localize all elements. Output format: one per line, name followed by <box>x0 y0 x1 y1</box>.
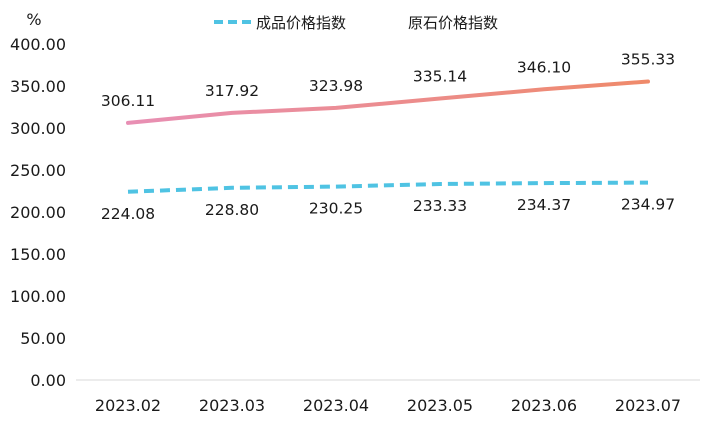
data-label: 346.10 <box>517 58 571 76</box>
y-tick-label: 400.00 <box>10 35 66 54</box>
y-tick-label: 350.00 <box>10 77 66 96</box>
x-tick-label: 2023.02 <box>95 396 161 415</box>
data-label: 228.80 <box>205 201 259 219</box>
y-tick-label: 200.00 <box>10 203 66 222</box>
y-tick-label: 150.00 <box>10 245 66 264</box>
y-tick-label: 50.00 <box>20 329 66 348</box>
y-axis: 0.00 50.00 100.00 150.00 200.00 250.00 300.00 3… <box>10 35 66 390</box>
data-label: 233.33 <box>413 197 467 215</box>
x-tick-label: 2023.05 <box>407 396 473 415</box>
series-line-1 <box>127 180 649 194</box>
y-tick-label: 100.00 <box>10 287 66 306</box>
x-tick-label: 2023.03 <box>199 396 265 415</box>
y-tick-label: 300.00 <box>10 119 66 138</box>
y-tick-label: 0.00 <box>30 371 66 390</box>
plot-area: 224.08 228.80 230.25 233.33 234.37 234.97 306.… <box>101 51 675 223</box>
data-label: 234.37 <box>517 196 571 214</box>
legend: 成品价格指数 原石价格指数 <box>214 14 498 32</box>
data-label: 317.92 <box>205 82 259 100</box>
data-label: 224.08 <box>101 205 155 223</box>
x-tick-label: 2023.07 <box>615 396 681 415</box>
x-axis: 2023.02 2023.03 2023.04 2023.05 2023.06 2023.… <box>95 396 681 415</box>
data-label: 323.98 <box>309 77 363 95</box>
x-tick-label: 2023.06 <box>511 396 577 415</box>
data-label: 234.97 <box>621 196 675 214</box>
legend-label: 成品价格指数 <box>256 14 346 32</box>
y-tick-label: 250.00 <box>10 161 66 180</box>
data-label: 230.25 <box>309 200 363 218</box>
data-label: 355.33 <box>621 51 675 69</box>
data-label: 335.14 <box>413 67 467 85</box>
series-line-2 <box>126 79 650 125</box>
x-tick-label: 2023.04 <box>303 396 369 415</box>
data-label: 306.11 <box>101 92 155 110</box>
y-axis-unit-label: % <box>26 10 41 29</box>
legend-label: 原石价格指数 <box>408 14 498 32</box>
